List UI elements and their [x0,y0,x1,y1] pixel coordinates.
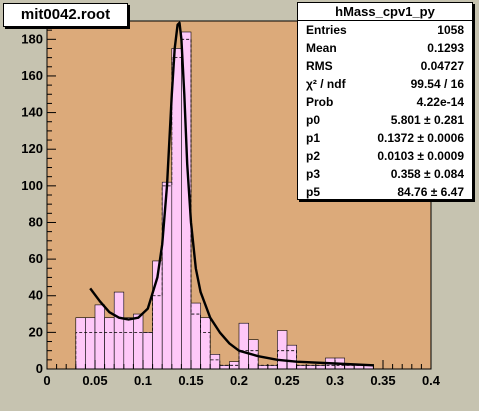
stats-row: RMS 0.04727 [298,57,472,75]
y-tick-label: 160 [21,68,43,83]
fit-curve [89,21,374,367]
dashed-histogram-series [75,38,383,370]
histogram-bar [104,317,115,370]
y-tick-label: 100 [21,178,43,193]
y-tick-label: 0 [36,361,43,376]
histogram-bar [238,322,249,370]
stats-label: Mean [306,41,337,55]
x-tick-label: 0.05 [82,373,107,388]
stats-label: p5 [306,185,321,199]
x-tick-label: 0.25 [274,373,299,388]
y-tick-label: 140 [21,105,43,120]
histogram-bar [85,317,96,370]
stats-row: p5 84.76 ± 6.47 [298,183,472,201]
stats-row: χ² / ndf 99.54 / 16 [298,75,472,93]
stats-row: Prob 4.22e-14 [298,93,472,111]
stats-value: 0.0103 ± 0.0009 [377,149,464,163]
histogram-bar [315,365,326,370]
histogram-bar [286,344,297,370]
x-tick-label: 0.3 [326,373,344,388]
x-tick-label: 0.4 [422,373,441,388]
stats-label: p1 [306,131,321,145]
stats-row: p2 0.0103 ± 0.0009 [298,147,472,165]
stats-label: Prob [306,95,334,109]
histogram-bar [267,365,278,370]
stats-label: p2 [306,149,321,163]
y-tick-label: 40 [29,288,43,303]
stats-label: Entries [306,23,347,37]
histogram-bar [209,354,221,370]
x-tick-label: 0 [43,373,50,388]
histogram-bar [257,365,269,370]
histogram-bar [344,365,355,370]
stats-value: 4.22e-14 [416,95,464,109]
y-tick-label: 20 [29,324,43,339]
histogram-bar [305,365,317,370]
histogram-bar [75,317,86,370]
stats-row: p0 5.801 ± 0.281 [298,111,472,129]
stats-title: hMass_cpv1_py [298,3,472,21]
stats-value: 0.358 ± 0.084 [390,167,464,181]
stats-value: 5.801 ± 0.281 [390,113,464,127]
histogram-bar [94,304,105,370]
stats-value: 0.1293 [427,41,464,55]
x-tick-label: 0.1 [134,373,152,388]
histogram-bar [277,330,288,370]
histogram-bar [123,317,134,370]
x-tick-label: 0.2 [230,373,248,388]
y-tick-label: 120 [21,141,43,156]
stats-value: 1058 [437,23,464,37]
histogram-bar [219,365,230,370]
stats-row: Mean 0.1293 [298,39,472,57]
histogram-bar [190,302,201,370]
stats-row: Entries 1058 [298,21,472,39]
stats-value: 84.76 ± 6.47 [397,185,464,199]
histogram-bar [113,291,125,370]
stats-value: 0.1372 ± 0.0006 [377,131,464,145]
stats-box: hMass_cpv1_py Entries 1058 Mean 0.1293 RMS 0.… [297,2,473,200]
stats-label: p0 [306,113,321,127]
stats-value: 99.54 / 16 [410,77,464,91]
y-tick-label: 180 [21,31,43,46]
y-tick-label: 80 [29,214,43,229]
histogram-bar [142,332,153,370]
histogram-bar [133,313,144,370]
stats-row: p1 0.1372 ± 0.0006 [298,129,472,147]
histogram-bar [296,365,307,370]
histogram-bar [161,181,173,370]
stats-label: χ² / ndf [306,77,346,91]
y-tick-label: 60 [29,251,43,266]
stats-value: 0.04727 [420,59,464,73]
histogram-bar [200,317,211,370]
histogram-bar [171,48,182,370]
stats-label: p3 [306,167,321,181]
x-tick-label: 0.15 [178,373,203,388]
file-label: mit0042.root [3,3,128,27]
stats-label: RMS [306,59,333,73]
x-tick-label: 0.35 [370,373,395,388]
stats-row: p3 0.358 ± 0.084 [298,165,472,183]
